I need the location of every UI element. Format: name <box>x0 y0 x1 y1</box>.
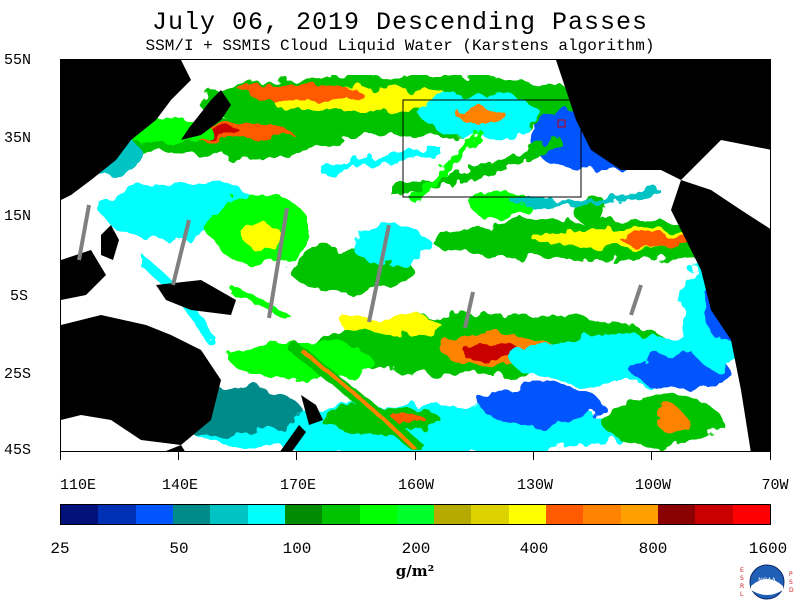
colorbar-swatch <box>583 505 621 524</box>
svg-text:S: S <box>740 575 744 582</box>
lat-label-45s: 45S <box>4 442 32 459</box>
lat-label-5s: 5S <box>10 288 29 305</box>
region-box-small <box>557 119 566 128</box>
axis-tick <box>60 452 61 460</box>
svg-text:S: S <box>789 579 793 586</box>
svg-text:NOAA: NOAA <box>758 577 776 584</box>
axis-tick <box>178 452 179 460</box>
chart-title: July 06, 2019 Descending Passes <box>151 8 649 37</box>
axis-tick <box>651 452 652 460</box>
colorbar-swatch <box>284 505 323 524</box>
colorbar-swatch <box>620 505 658 524</box>
colorbar-swatch <box>61 505 99 524</box>
lon-label-70w: 70W <box>761 477 789 494</box>
colorbar-label-50: 50 <box>169 540 189 558</box>
colorbar <box>60 504 771 525</box>
land-masses <box>61 60 770 451</box>
colorbar-swatch <box>98 505 136 524</box>
colorbar-label-100: 100 <box>282 540 312 558</box>
lon-label-110e: 110E <box>59 477 97 494</box>
colorbar-unit: g/m² <box>395 562 435 580</box>
lat-label-25s: 25S <box>4 366 32 383</box>
colorbar-swatch <box>471 505 509 524</box>
region-box-northeast-pacific <box>402 99 582 198</box>
colorbar-label-1600: 1600 <box>748 540 788 558</box>
svg-text:P: P <box>789 571 793 578</box>
colorbar-swatch <box>322 505 360 524</box>
colorbar-swatch <box>732 505 770 524</box>
colorbar-swatch <box>396 505 435 524</box>
colorbar-swatch <box>247 505 285 524</box>
map-panel <box>60 59 771 452</box>
lon-label-130w: 130W <box>516 477 554 494</box>
svg-text:L: L <box>740 591 744 598</box>
colorbar-label-400: 400 <box>519 540 549 558</box>
orbit-gaps <box>77 204 643 329</box>
axis-tick <box>415 452 416 460</box>
axis-tick <box>296 452 297 460</box>
colorbar-swatch <box>695 505 733 524</box>
lat-label-15n: 15N <box>4 208 32 225</box>
colorbar-swatch <box>135 505 173 524</box>
svg-text:R: R <box>740 583 744 590</box>
axis-tick <box>533 452 534 460</box>
colorbar-swatch <box>658 505 696 524</box>
lat-label-55n: 55N <box>4 52 32 69</box>
lon-label-140e: 140E <box>161 477 199 494</box>
lon-label-160w: 160W <box>397 477 435 494</box>
colorbar-swatch <box>434 505 472 524</box>
colorbar-label-200: 200 <box>401 540 431 558</box>
lon-label-170e: 170E <box>279 477 317 494</box>
colorbar-label-25: 25 <box>50 540 70 558</box>
lon-label-100w: 100W <box>634 477 672 494</box>
colorbar-swatch <box>508 505 547 524</box>
colorbar-label-800: 800 <box>638 540 668 558</box>
colorbar-swatch <box>210 505 248 524</box>
axis-tick <box>770 452 771 460</box>
cloud-water-map <box>61 60 770 451</box>
svg-text:D: D <box>789 587 794 594</box>
colorbar-swatch <box>546 505 584 524</box>
chart-subtitle: SSM/I + SSMIS Cloud Liquid Water (Karste… <box>145 37 655 55</box>
svg-text:E: E <box>740 567 744 574</box>
lat-label-35n: 35N <box>4 130 32 147</box>
colorbar-swatch <box>359 505 397 524</box>
colorbar-swatch <box>172 505 211 524</box>
